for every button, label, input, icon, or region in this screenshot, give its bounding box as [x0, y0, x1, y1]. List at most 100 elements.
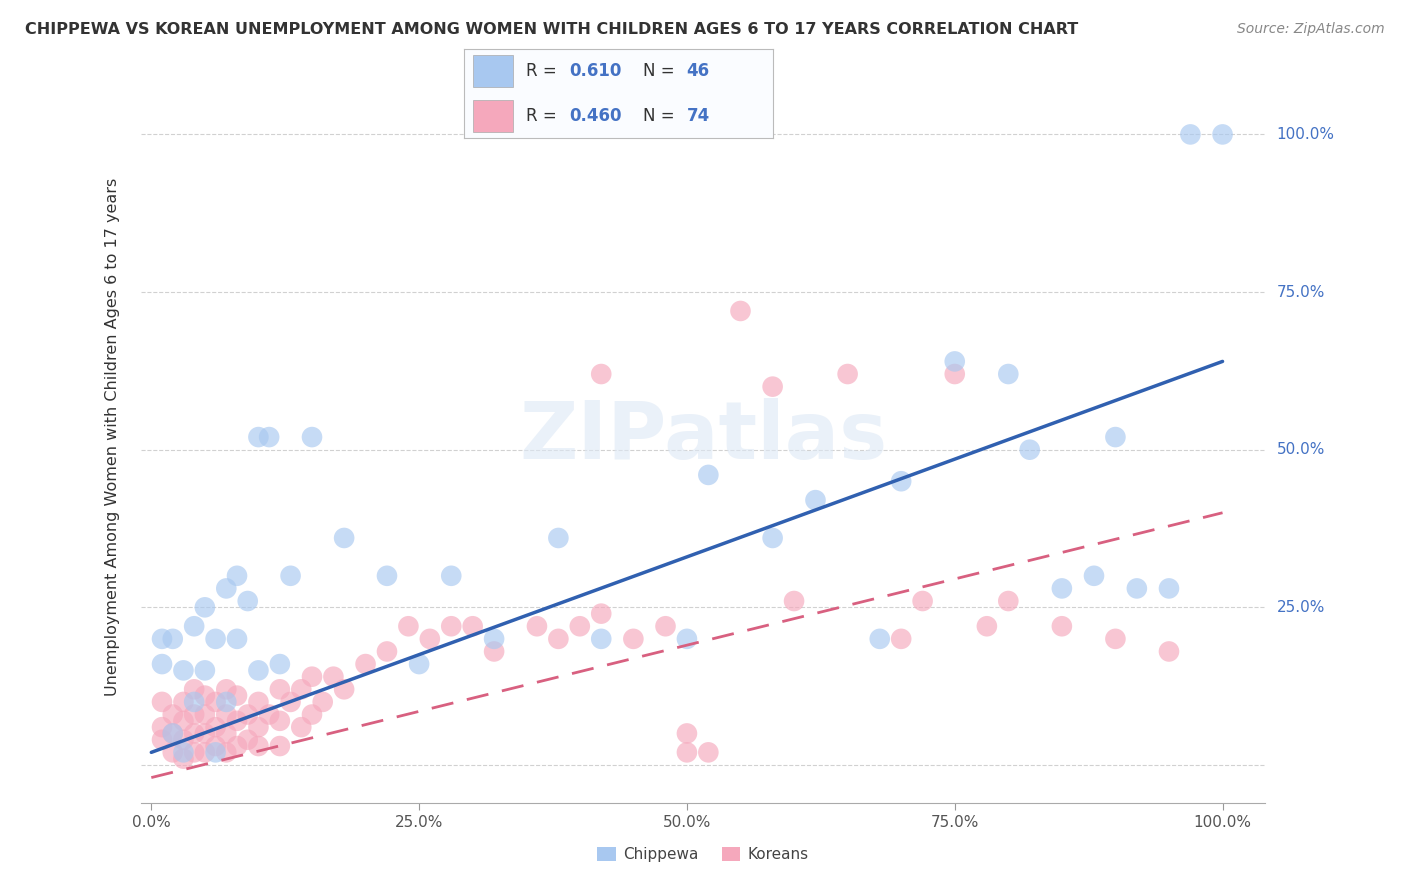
- Point: [1018, 442, 1040, 457]
- Point: [215, 726, 238, 740]
- Point: [408, 657, 430, 671]
- Point: [194, 689, 217, 703]
- Point: [172, 745, 194, 759]
- Point: [172, 664, 194, 678]
- Point: [150, 732, 173, 747]
- Point: [301, 670, 323, 684]
- Text: R =: R =: [526, 107, 562, 125]
- Point: [215, 695, 238, 709]
- Point: [697, 467, 720, 482]
- Point: [911, 594, 934, 608]
- Point: [943, 367, 966, 381]
- Point: [257, 707, 280, 722]
- Bar: [474, 100, 513, 132]
- Point: [150, 695, 173, 709]
- Point: [204, 632, 226, 646]
- Point: [183, 707, 205, 722]
- Point: [419, 632, 441, 646]
- Point: [591, 367, 613, 381]
- Text: Source: ZipAtlas.com: Source: ZipAtlas.com: [1237, 22, 1385, 37]
- Point: [162, 632, 184, 646]
- Point: [547, 632, 569, 646]
- Point: [1126, 582, 1149, 596]
- Point: [183, 682, 205, 697]
- Point: [247, 695, 270, 709]
- Legend: Chippewa, Koreans: Chippewa, Koreans: [591, 841, 815, 868]
- Point: [226, 569, 249, 583]
- Point: [697, 745, 720, 759]
- Text: 100.0%: 100.0%: [1277, 127, 1334, 142]
- Point: [591, 607, 613, 621]
- Point: [162, 726, 184, 740]
- Point: [162, 707, 184, 722]
- Point: [215, 745, 238, 759]
- Point: [354, 657, 377, 671]
- Point: [976, 619, 998, 633]
- Point: [236, 594, 259, 608]
- Point: [194, 664, 217, 678]
- Point: [654, 619, 676, 633]
- Point: [890, 632, 912, 646]
- Point: [162, 726, 184, 740]
- Point: [183, 619, 205, 633]
- Point: [172, 695, 194, 709]
- Point: [621, 632, 644, 646]
- Point: [247, 430, 270, 444]
- Point: [150, 657, 173, 671]
- Text: 25.0%: 25.0%: [1277, 599, 1324, 615]
- Point: [482, 632, 505, 646]
- Point: [183, 726, 205, 740]
- Point: [226, 689, 249, 703]
- Point: [461, 619, 484, 633]
- Point: [301, 707, 323, 722]
- Point: [943, 354, 966, 368]
- Point: [215, 682, 238, 697]
- Text: 75.0%: 75.0%: [1277, 285, 1324, 300]
- Point: [1050, 582, 1073, 596]
- Point: [1104, 632, 1126, 646]
- Point: [215, 707, 238, 722]
- Point: [482, 644, 505, 658]
- Point: [204, 720, 226, 734]
- Point: [1157, 582, 1180, 596]
- Point: [215, 582, 238, 596]
- Point: [247, 720, 270, 734]
- Text: 74: 74: [686, 107, 710, 125]
- Point: [375, 644, 398, 658]
- Point: [290, 720, 312, 734]
- Point: [783, 594, 806, 608]
- Point: [269, 739, 291, 753]
- Point: [1083, 569, 1105, 583]
- Point: [547, 531, 569, 545]
- Point: [1157, 644, 1180, 658]
- Point: [183, 695, 205, 709]
- Point: [301, 430, 323, 444]
- Point: [322, 670, 344, 684]
- Text: 0.460: 0.460: [569, 107, 621, 125]
- Point: [526, 619, 548, 633]
- Point: [280, 569, 302, 583]
- Point: [997, 367, 1019, 381]
- Point: [676, 632, 699, 646]
- Point: [150, 632, 173, 646]
- Point: [280, 695, 302, 709]
- Point: [204, 739, 226, 753]
- Point: [440, 569, 463, 583]
- Point: [1180, 128, 1202, 142]
- Point: [194, 707, 217, 722]
- Text: N =: N =: [644, 62, 681, 80]
- Point: [247, 664, 270, 678]
- Point: [247, 739, 270, 753]
- Point: [172, 732, 194, 747]
- Point: [375, 569, 398, 583]
- Point: [236, 732, 259, 747]
- Text: R =: R =: [526, 62, 562, 80]
- Text: N =: N =: [644, 107, 681, 125]
- Point: [236, 707, 259, 722]
- Point: [172, 714, 194, 728]
- Point: [591, 632, 613, 646]
- Point: [194, 745, 217, 759]
- Point: [194, 600, 217, 615]
- Point: [997, 594, 1019, 608]
- Text: CHIPPEWA VS KOREAN UNEMPLOYMENT AMONG WOMEN WITH CHILDREN AGES 6 TO 17 YEARS COR: CHIPPEWA VS KOREAN UNEMPLOYMENT AMONG WO…: [25, 22, 1078, 37]
